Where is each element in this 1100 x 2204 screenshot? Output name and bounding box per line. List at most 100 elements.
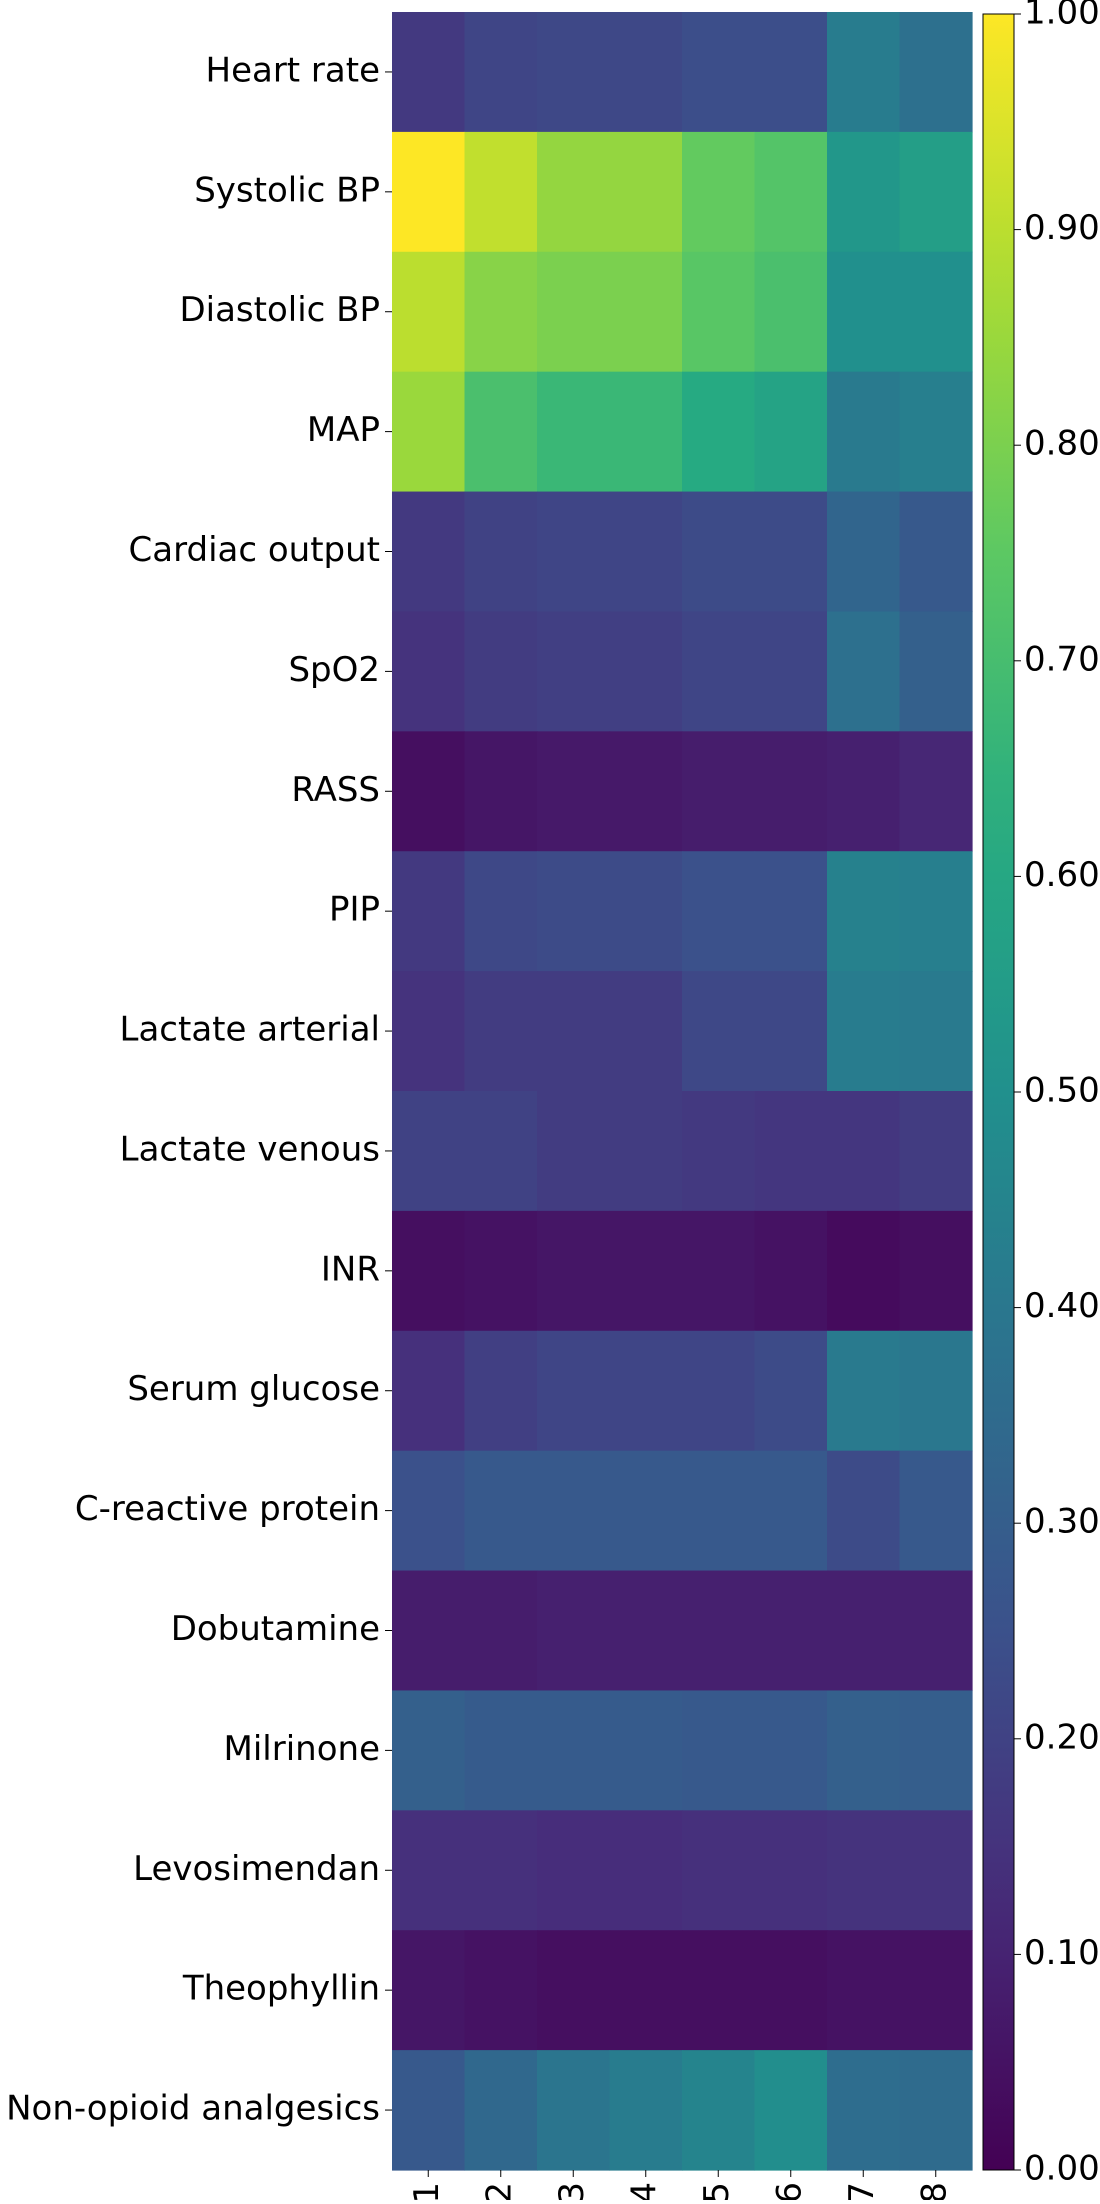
heatmap-cell [682,131,756,253]
heatmap-cell [609,1210,683,1332]
y-tick-label: C-reactive protein [75,1489,380,1529]
heatmap-cell [682,1930,756,2051]
colorbar-tick-label: 0.90 [1024,208,1100,248]
heatmap-cell [827,1930,901,2051]
heatmap-cell [754,12,828,133]
heatmap-cell [899,611,973,732]
heatmap-cell [464,851,538,972]
heatmap-cell [392,1210,466,1332]
heatmap-cell [899,1570,973,1692]
colorbar-gradient [982,13,1015,2171]
heatmap-cell [464,251,538,373]
heatmap-cell [392,491,466,613]
heatmap-cell [827,251,901,373]
y-tick-label: Diastolic BP [179,290,380,330]
y-tick-label: RASS [291,770,380,810]
heatmap-cell [899,1690,973,1811]
x-axis-labels: 1 2 3 4 5 6 7 8 [407,2170,954,2204]
y-tick-label: Lactate venous [120,1129,380,1169]
heatmap-cell [464,1690,538,1811]
heatmap-cell [682,731,756,852]
y-tick-label: Theophyllin [182,1969,380,2009]
heatmap-cell [754,1810,828,1931]
heatmap-cell [392,251,466,373]
heatmap-cell [537,251,611,373]
heatmap-cell [464,611,538,732]
heatmap-cell [537,731,611,852]
heatmap-cell [899,251,973,373]
heatmap-cell [827,611,901,732]
heatmap-cell [392,1450,466,1572]
heatmap-cell [392,131,466,253]
heatmap-cell [392,1091,466,1212]
heatmap-cell [899,1091,973,1212]
heatmap-cell [392,851,466,972]
heatmap-cell [392,731,466,852]
colorbar-tick-label: 0.10 [1024,1933,1100,1973]
colorbar-tick-label: 0.70 [1024,639,1100,679]
heatmap-cell [392,2050,466,2171]
y-tick-label: Levosimendan [133,1849,380,1889]
y-axis-labels: Heart rate Systolic BP Diastolic BP MAP Card… [6,50,392,2129]
heatmap-cell [537,371,611,493]
heatmap-cell [827,1330,901,1452]
heatmap-cell [537,1091,611,1212]
heatmap-cell [682,1450,756,1572]
colorbar-tick-label: 0.80 [1024,424,1100,464]
heatmap-cell [537,2050,611,2171]
y-tick-label: PIP [329,890,380,930]
heatmap-cell [392,611,466,732]
heatmap-cell [464,1570,538,1692]
heatmap-cell [754,1330,828,1452]
heatmap-cell [899,971,973,1092]
y-tick-label: Non-opioid analgesics [6,2089,380,2129]
y-tick-label: INR [321,1249,380,1289]
heatmap-cell [392,1330,466,1452]
heatmap-cell [464,2050,538,2171]
heatmap-cell [899,131,973,253]
heatmap-cell [609,371,683,493]
y-tick-label: SpO2 [288,650,380,690]
heatmap-cell [899,1810,973,1931]
heatmap-cell [827,1450,901,1572]
heatmap-cell [537,131,611,253]
heatmap-cell [682,611,756,732]
heatmap-cell [827,491,901,613]
y-tick-label: Systolic BP [194,170,380,210]
heatmap-cell [392,1690,466,1811]
heatmap-cell [754,131,828,253]
heatmap-cell [464,1810,538,1931]
heatmap-cell [609,1330,683,1452]
x-tick-label: 3 [552,2182,592,2200]
heatmap-cell [754,1450,828,1572]
heatmap-cell [754,1930,828,2051]
heatmap-cell [537,1930,611,2051]
heatmap-cell [609,611,683,732]
heatmap-cell [464,371,538,493]
heatmap-cell [392,12,466,133]
heatmap-cell [682,491,756,613]
heatmap-cell [682,1091,756,1212]
heatmap-cell [899,1930,973,2051]
heatmap-cell [609,1091,683,1212]
heatmap-cell [537,1450,611,1572]
heatmap-cell [682,2050,756,2171]
heatmap-cell [392,1810,466,1931]
heatmap-cell [899,851,973,972]
heatmap-cell [754,1690,828,1811]
heatmap-cell [682,1210,756,1332]
heatmap-cell [754,851,828,972]
heatmap-cell [682,251,756,373]
x-tick-label: 7 [842,2182,882,2200]
heatmap-cell [392,1930,466,2051]
x-tick-label: 8 [914,2182,954,2200]
heatmap-cell [827,2050,901,2171]
heatmap-cell [537,1810,611,1931]
heatmap-cell [682,1570,756,1692]
heatmap-cell [754,2050,828,2171]
heatmap-cell [609,731,683,852]
heatmap-cell [682,371,756,493]
heatmap-cell [464,971,538,1092]
